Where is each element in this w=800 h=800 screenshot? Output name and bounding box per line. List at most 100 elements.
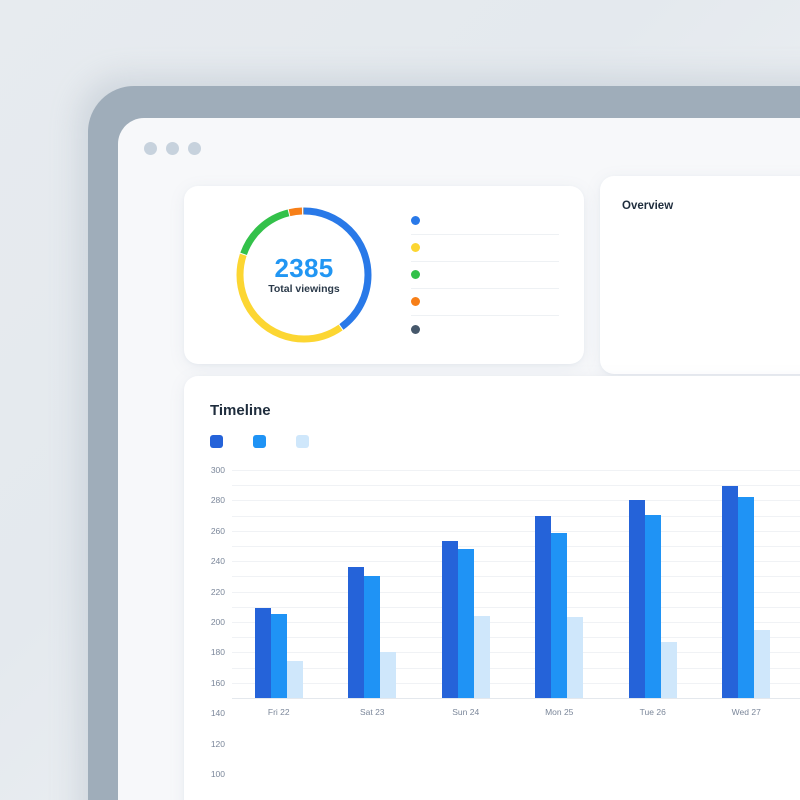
bar[interactable] [286,660,303,698]
device-frame: 2385 Total viewings Overview Timeline 0 2… [88,86,800,800]
bar[interactable] [254,607,271,698]
legend-color-dot [411,324,420,334]
bar-group: Sat 23 [326,470,420,717]
bar[interactable] [628,500,645,698]
chart-gridline: 200 [211,546,800,627]
chart-gridline: 140 [211,591,800,718]
legend-item[interactable] [411,316,559,343]
bar[interactable] [441,540,458,698]
legend-color-dot [411,216,420,225]
chart-gridline: 220 [211,530,800,597]
chart-plot-area: 0204060801001201401601802002202402602803… [211,465,800,800]
chart-gridline: 40 [232,667,800,669]
bar[interactable] [348,566,365,698]
page-title: Timeline [210,402,271,419]
bar-group: Wed 27 [700,470,794,717]
chart-gridline: 100 [211,622,800,779]
viewings-legend [411,208,559,343]
chart-gridline: 160 [211,576,800,688]
legend-color-dot [411,297,420,306]
x-axis-tick-label: Sat 23 [359,707,385,717]
y-axis-tick-label: 200 [210,617,225,627]
window-dot-close[interactable] [144,142,157,155]
bar[interactable] [754,630,771,698]
y-axis-tick-label: 120 [210,738,225,749]
overview-title: Overview [622,200,674,212]
bar[interactable] [364,575,381,698]
bar-group: Mon 25 [513,470,607,717]
x-axis-tick-label: Wed 27 [731,707,761,717]
bar-group: Thu 28 [793,470,800,698]
timeline-legend-item[interactable] [210,435,231,448]
chart-gridline: 0 [232,698,800,699]
bar[interactable] [551,533,568,698]
bar-group: Tue 26 [606,470,700,717]
timeline-legend-item[interactable] [296,435,317,448]
overview-stat [622,225,776,230]
bar[interactable] [738,496,755,698]
donut-segment [236,207,372,343]
bar[interactable] [473,615,490,698]
chart-gridline: 20 [232,682,800,684]
chart-gridline: 260 [211,500,800,536]
chart-gridline: 180 [211,561,800,657]
x-axis-tick-label: Fri 22 [267,707,290,717]
legend-swatch [296,435,309,448]
donut-svg [236,207,372,343]
chart-gridline: 60 [232,652,800,654]
x-axis-tick-label: Thu 28 [793,707,800,717]
browser-window: 2385 Total viewings Overview Timeline 0 2… [118,118,800,800]
bar-group: Sun 24 [419,470,513,717]
total-viewings-label: Total viewings [268,283,340,295]
chart-gridline: 300 [211,465,800,475]
y-axis-tick-label: 220 [210,586,225,597]
timeline-bar-chart: 0204060801001201401601802002202402602803… [184,465,800,800]
legend-item[interactable] [411,289,559,316]
timeline-card: Timeline 0204060801001201401601802002202… [184,376,800,800]
bar[interactable] [722,485,739,698]
bar[interactable] [535,515,552,698]
y-axis-tick-label: 140 [210,708,225,719]
y-axis-tick-label: 280 [210,495,225,506]
bar[interactable] [270,613,287,698]
overview-stat [622,244,776,249]
x-axis-tick-label: Sun 24 [452,707,480,717]
y-axis-tick-label: 160 [210,677,225,688]
window-controls[interactable] [144,142,201,155]
y-axis-tick-label: 260 [210,525,225,536]
x-axis-tick-label: Mon 25 [545,707,574,717]
chart-gridline: 120 [211,606,800,749]
bar[interactable] [644,514,661,698]
y-axis-tick-label: 180 [210,647,225,658]
chart-gridline: 240 [211,515,800,566]
legend-color-dot [411,243,420,252]
x-axis-tick-label: Tue 26 [639,707,666,717]
chart-bars: Fri 22 Sat 23 Sun 24 Mon 25 Tue 26 Wed 27 Thu … [232,470,800,717]
bar[interactable] [567,616,584,698]
bar[interactable] [380,651,397,698]
overview-stats-grid [622,225,800,249]
legend-item[interactable] [411,208,559,235]
donut-center-label: 2385 Total viewings [233,204,375,346]
y-axis-tick-label: 300 [210,465,225,475]
timeline-legend-item[interactable] [253,435,274,448]
chart-gridline: 280 [211,485,800,505]
donut-segment [236,207,372,343]
legend-color-dot [411,270,420,279]
legend-swatch [210,435,223,448]
window-dot-minimize[interactable] [166,142,179,155]
total-viewings-value: 2385 [274,253,334,283]
legend-item[interactable] [411,235,559,262]
y-axis-tick-label: 100 [210,769,225,779]
timeline-legend [210,435,800,448]
bar-group: Fri 22 [232,470,326,717]
viewings-donut-chart: 2385 Total viewings [233,204,375,346]
y-axis-tick-label: 240 [210,556,225,567]
bar[interactable] [660,641,677,698]
total-viewings-card: 2385 Total viewings [184,186,584,364]
window-dot-maximize[interactable] [188,142,201,155]
legend-item[interactable] [411,262,559,289]
legend-swatch [253,435,266,448]
overview-card: Overview [600,176,800,374]
bar[interactable] [457,549,474,698]
